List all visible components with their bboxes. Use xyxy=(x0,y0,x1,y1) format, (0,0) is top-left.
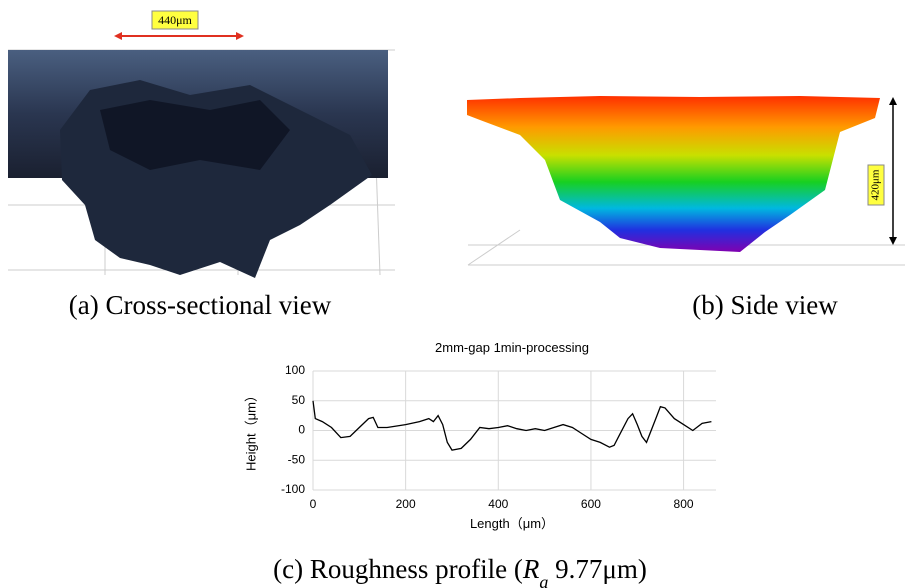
caption: (b) Side view xyxy=(692,290,838,320)
line-chart: -100 -50 0 50 100 0 200 400 600 800 xyxy=(281,363,716,511)
cross-section-image xyxy=(8,49,395,278)
y-axis-label: Height（μm） xyxy=(243,389,258,471)
x-tick-label: 800 xyxy=(674,497,694,511)
scale-label: 440μm xyxy=(158,13,192,27)
chart-title: 2mm-gap 1min-processing xyxy=(435,340,589,355)
scale-label: 420μm xyxy=(870,169,882,200)
caption-symbol: R xyxy=(522,554,540,584)
y-tick-label: 0 xyxy=(298,423,305,437)
caption-subscript: a xyxy=(539,572,548,588)
y-tick-label: 50 xyxy=(292,393,306,407)
caption: (a) Cross-sectional view xyxy=(69,290,332,320)
x-tick-label: 600 xyxy=(581,497,601,511)
scale-label-box xyxy=(867,164,885,206)
arrow-head xyxy=(889,237,897,245)
side-view-image xyxy=(467,96,905,266)
caption-text: 9.77μm) xyxy=(548,554,646,584)
x-tick-label: 400 xyxy=(488,497,508,511)
arrow-head xyxy=(236,32,244,40)
x-tick-label: 0 xyxy=(310,497,317,511)
y-tick-label: -50 xyxy=(288,452,306,466)
arrow-head xyxy=(114,32,122,40)
caption: (c) Roughness profile (Ra 9.77μm) xyxy=(273,554,647,588)
x-tick-label: 200 xyxy=(396,497,416,511)
scale-label-box xyxy=(151,10,199,30)
x-axis-label: Length（μm） xyxy=(470,516,554,531)
caption-text: (c) Roughness profile ( xyxy=(273,554,523,584)
y-tick-label: -100 xyxy=(281,482,305,496)
profile-line xyxy=(312,400,712,451)
y-tick-label: 100 xyxy=(285,363,305,377)
arrow-head xyxy=(889,97,897,105)
